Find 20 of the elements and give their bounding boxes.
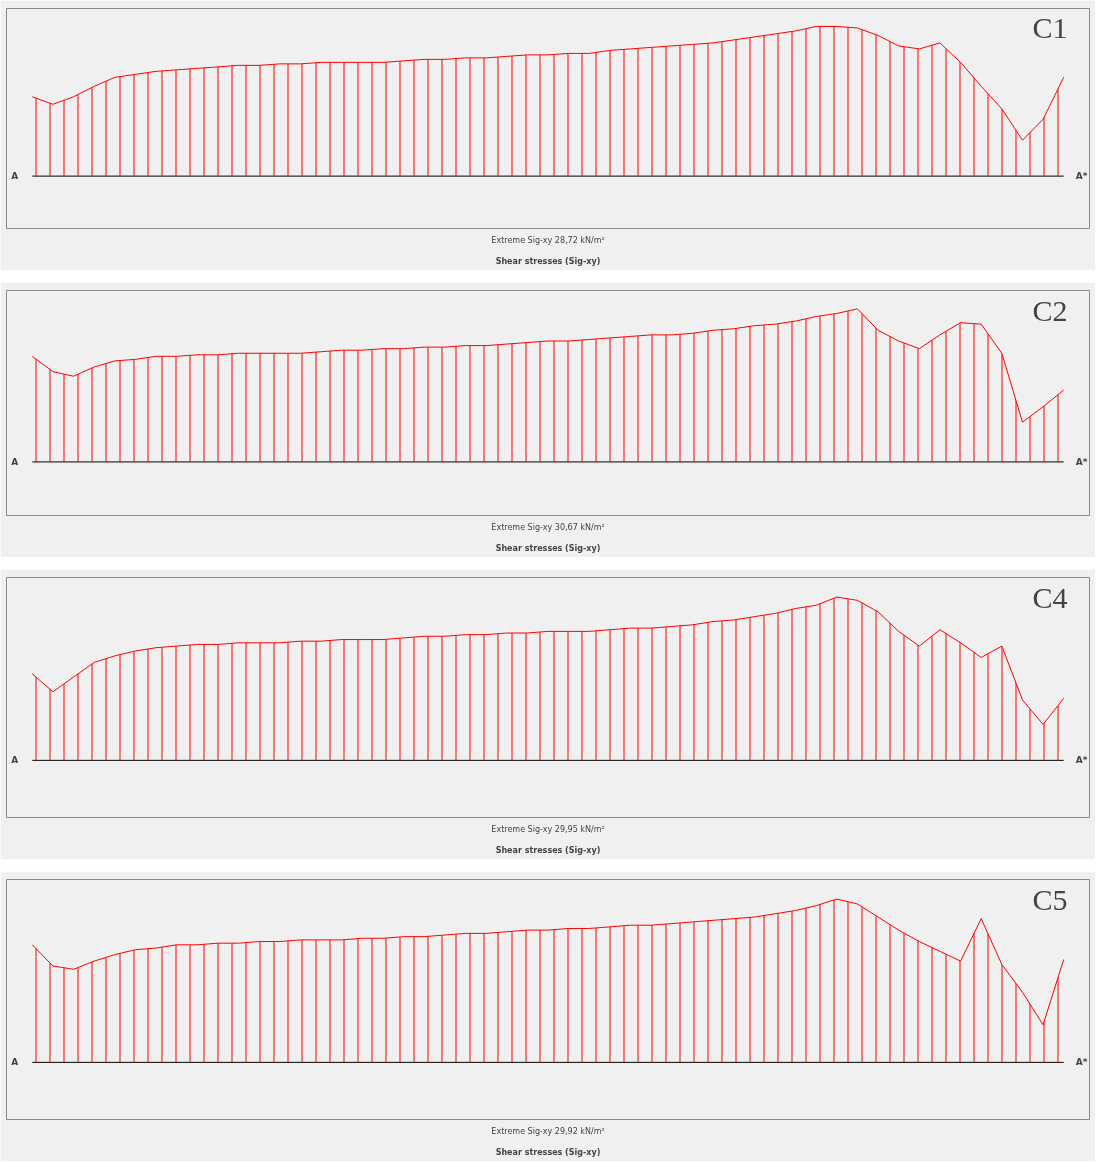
text: Shear stresses (Sig-xy) [495,845,601,855]
text: Extreme Sig-xy 30,67 kN/m² [491,522,605,532]
text: A* [1075,456,1088,467]
text: Extreme Sig-xy 29,95 kN/m² [491,824,605,834]
annotation: C4 [1032,580,1068,614]
text: A [11,171,19,182]
text: Extreme Sig-xy 29,92 kN/m² [491,1126,605,1136]
text: Shear stresses (Sig-xy) [495,256,601,266]
text: A* [1075,755,1088,766]
text: A [11,1057,19,1068]
text: A* [1075,171,1088,182]
text: Extreme Sig-xy 28,72 kN/m² [491,235,605,245]
text: Shear stresses (Sig-xy) [495,1147,601,1157]
text: Shear stresses (Sig-xy) [495,543,601,553]
text: A [11,755,19,766]
annotation: C1 [1032,11,1068,45]
text: A* [1075,1057,1088,1068]
annotation: C5 [1032,882,1068,916]
text: A [11,456,19,467]
annotation: C2 [1032,293,1068,327]
